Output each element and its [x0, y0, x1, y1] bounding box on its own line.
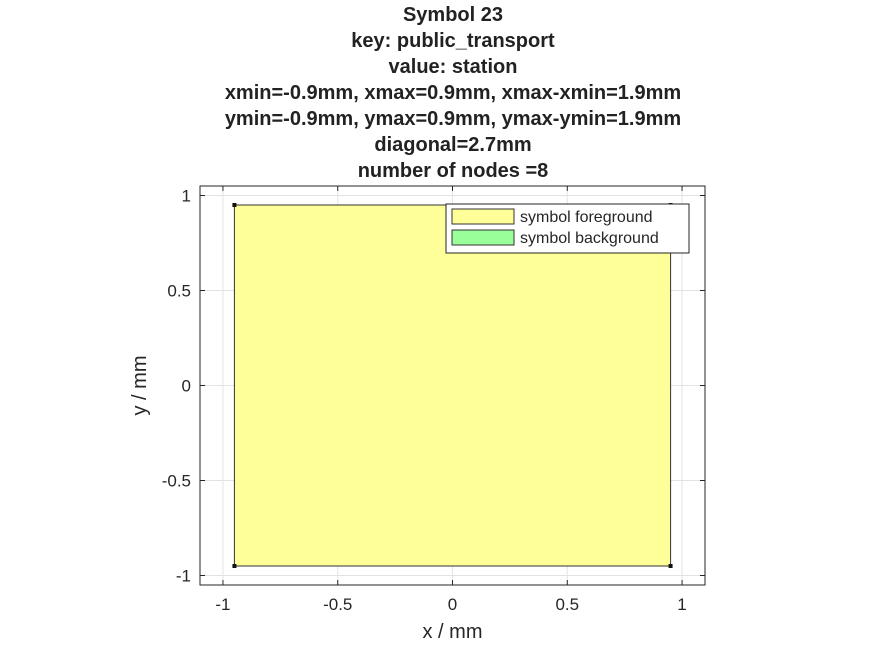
- title-line-y-extent: ymin=-0.9mm, ymax=0.9mm, ymax-ymin=1.9mm: [224, 108, 682, 130]
- y-tick-label: -1: [176, 567, 191, 586]
- y-tick-labels: -1 -0.5 0 0.5 1: [162, 187, 191, 586]
- legend-label-0: symbol foreground: [520, 209, 653, 226]
- x-tick-label: 1: [677, 595, 686, 614]
- y-tick-label: 0: [182, 377, 191, 396]
- legend-label-1: symbol background: [520, 230, 659, 247]
- node-marker: [232, 203, 237, 207]
- series-0-polygon: [233, 204, 672, 567]
- legend-swatch-1: [451, 229, 515, 246]
- x-tick-label: -0.5: [323, 595, 352, 614]
- y-tick-label: 0.5: [167, 282, 191, 301]
- title-line-x-extent: xmin=-0.9mm, xmax=0.9mm, xmax-xmin=1.9mm: [224, 82, 682, 104]
- y-axis-label: y / mm: [129, 356, 151, 416]
- legend-swatch-0: [451, 208, 515, 225]
- series-layer: [233, 204, 672, 567]
- title-line-key: key: public_transport: [351, 30, 555, 52]
- y-tick-label: -0.5: [162, 472, 191, 491]
- node-marker: [232, 564, 237, 568]
- x-axis-label: x / mm: [423, 621, 483, 643]
- title-line-diagonal: diagonal=2.7mm: [374, 134, 532, 156]
- y-tick-label: 1: [182, 187, 191, 206]
- title-line-value: value: station: [388, 56, 518, 78]
- tick-marks: [200, 186, 705, 585]
- x-tick-label: 0.5: [555, 595, 579, 614]
- x-tick-label: -1: [215, 595, 230, 614]
- node-marker: [668, 564, 673, 568]
- x-tick-label: 0: [448, 595, 457, 614]
- chart-title: Symbol 23 key: public_transport value: s…: [0, 2, 875, 184]
- x-tick-labels: -1 -0.5 0 0.5 1: [215, 595, 686, 614]
- title-line-node-count: number of nodes =8: [357, 160, 549, 182]
- title-line-symbol: Symbol 23: [402, 4, 504, 26]
- legend: symbol foreground symbol background: [445, 203, 690, 254]
